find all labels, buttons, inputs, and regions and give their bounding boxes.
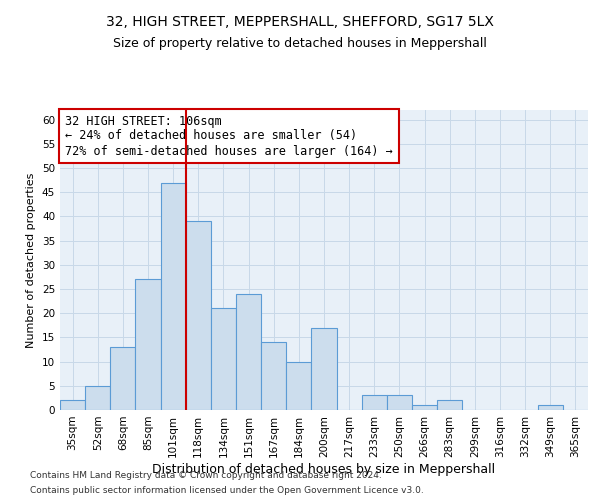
Bar [412,405,437,410]
Bar [286,362,311,410]
Bar [211,308,236,410]
Bar [85,386,110,410]
Bar [186,222,211,410]
Text: Contains HM Land Registry data © Crown copyright and database right 2024.: Contains HM Land Registry data © Crown c… [30,471,382,480]
Bar [437,400,462,410]
Bar [261,342,286,410]
Bar [60,400,85,410]
Bar [311,328,337,410]
Bar [110,347,136,410]
Bar [236,294,261,410]
Text: 32, HIGH STREET, MEPPERSHALL, SHEFFORD, SG17 5LX: 32, HIGH STREET, MEPPERSHALL, SHEFFORD, … [106,15,494,29]
Y-axis label: Number of detached properties: Number of detached properties [26,172,37,348]
Text: 32 HIGH STREET: 106sqm
← 24% of detached houses are smaller (54)
72% of semi-det: 32 HIGH STREET: 106sqm ← 24% of detached… [65,114,393,158]
X-axis label: Distribution of detached houses by size in Meppershall: Distribution of detached houses by size … [152,462,496,475]
Text: Contains public sector information licensed under the Open Government Licence v3: Contains public sector information licen… [30,486,424,495]
Bar [161,182,186,410]
Bar [538,405,563,410]
Text: Size of property relative to detached houses in Meppershall: Size of property relative to detached ho… [113,38,487,51]
Bar [136,280,161,410]
Bar [387,396,412,410]
Bar [362,396,387,410]
